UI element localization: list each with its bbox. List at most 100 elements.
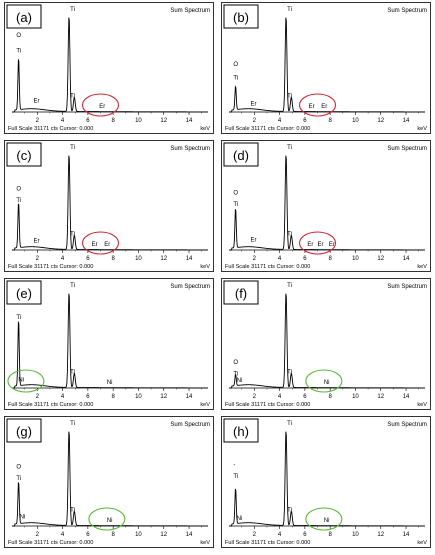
x-tick-label: 10: [352, 394, 359, 400]
spectrum-trace: [12, 431, 208, 527]
unit-label: keV: [200, 540, 210, 546]
element-label: Ti: [16, 476, 21, 482]
spectrum-footer: Full Scale 31171 cts Cursor: 0.000: [8, 402, 93, 408]
spectrum-panel: (c) Sum Spectrum 2 4 6 8 10 12 14 O Ti Er Ti Ti Er Er Fu…: [4, 140, 214, 272]
element-label: Ti: [16, 48, 21, 54]
x-tick-label: 14: [403, 394, 410, 400]
spectrum-title: Sum Spectrum: [170, 422, 210, 428]
x-tick-label: 6: [86, 118, 90, 124]
element-label: O: [233, 62, 238, 68]
element-label: Er: [92, 242, 98, 248]
element-label: Ti: [70, 370, 75, 376]
x-tick-label: 14: [403, 118, 410, 124]
element-label: Er: [250, 237, 256, 243]
x-tick-label: 6: [303, 256, 307, 262]
x-tick-label: 8: [328, 118, 332, 124]
spectrum-trace: [12, 17, 208, 113]
x-tick-label: 2: [36, 118, 40, 124]
x-tick-label: 12: [377, 532, 384, 538]
element-label: Ti: [16, 315, 21, 321]
element-label: Ti: [233, 202, 238, 208]
x-tick-label: 8: [111, 394, 115, 400]
unit-label: keV: [200, 402, 210, 408]
spectrum-panel: (g) Sum Spectrum 2 4 6 8 10 12 14 O Ti Ni Ti Ti Ni Full…: [4, 416, 214, 548]
element-label: Ni: [107, 380, 113, 386]
highlight-ellipse: [81, 231, 120, 255]
spectrum-panel: (h) Sum Spectrum 2 4 6 8 10 12 14 - Ti Ni Ti Ti Ni Full…: [221, 416, 431, 548]
element-label: O: [16, 186, 21, 192]
spectrum-panel: (b) Sum Spectrum 2 4 6 8 10 12 14 O Ti Er Ti Ti Er Er Fu…: [221, 2, 431, 134]
spectrum-trace: [12, 155, 208, 251]
highlight-ellipse: [81, 93, 120, 117]
x-tick-label: 4: [61, 394, 65, 400]
highlight-ellipse: [305, 507, 343, 531]
highlight-ellipse: [88, 507, 126, 531]
highlight-ellipse: [305, 369, 343, 393]
highlight-ellipse: [7, 369, 45, 393]
element-label: O: [233, 190, 238, 196]
element-label: Ni: [107, 518, 113, 524]
element-label: Er: [99, 104, 105, 110]
spectrum-footer: Full Scale 31171 cts Cursor: 0.000: [8, 126, 93, 132]
spectrum-title: Sum Spectrum: [387, 422, 427, 428]
x-tick-label: 6: [303, 532, 307, 538]
highlight-ellipse: [298, 93, 337, 117]
element-label: -: [233, 462, 235, 468]
x-tick-label: 14: [186, 118, 193, 124]
spectrum-title: Sum Spectrum: [170, 284, 210, 290]
x-tick-label: 4: [278, 256, 282, 262]
panel-label: (g): [16, 424, 32, 439]
panel-label: (h): [233, 424, 249, 439]
x-tick-label: 6: [86, 532, 90, 538]
spectrum-title: Sum Spectrum: [387, 8, 427, 14]
x-tick-label: 4: [278, 118, 282, 124]
spectrum-footer: Full Scale 31171 cts Cursor: 0.000: [225, 126, 310, 132]
unit-label: keV: [417, 126, 427, 132]
x-tick-label: 4: [278, 532, 282, 538]
x-tick-label: 6: [303, 394, 307, 400]
element-label: Ti: [287, 232, 292, 238]
spectrum-title: Sum Spectrum: [170, 8, 210, 14]
highlight-ellipse: [298, 231, 337, 255]
element-label: Ti: [16, 198, 21, 204]
x-tick-label: 8: [328, 256, 332, 262]
x-tick-label: 8: [111, 256, 115, 262]
x-tick-label: 12: [377, 256, 384, 262]
element-label: Ti: [70, 94, 75, 100]
x-tick-label: 14: [186, 532, 193, 538]
spectrum-panel: (e) Sum Spectrum 2 4 6 8 10 12 14 Ti Ni Ti Ti Ni Full …: [4, 278, 214, 410]
x-tick-label: 2: [253, 256, 257, 262]
spectrum-title: Sum Spectrum: [170, 146, 210, 152]
x-tick-label: 6: [86, 394, 90, 400]
element-label: Ti: [287, 145, 292, 151]
x-tick-label: 14: [186, 394, 193, 400]
x-tick-label: 4: [278, 394, 282, 400]
element-label: Er: [104, 242, 110, 248]
x-tick-label: 10: [135, 256, 142, 262]
unit-label: keV: [200, 264, 210, 270]
panel-label: (b): [233, 10, 249, 25]
element-label: O: [16, 33, 21, 39]
unit-label: keV: [200, 126, 210, 132]
element-label: Er: [309, 104, 315, 110]
element-label: Ni: [324, 518, 330, 524]
element-label: Ni: [324, 380, 330, 386]
element-label: Er: [33, 98, 39, 104]
x-tick-label: 8: [328, 394, 332, 400]
spectrum-footer: Full Scale 31171 cts Cursor: 0.000: [225, 264, 310, 270]
panel-label: (d): [233, 148, 249, 163]
element-label: Ti: [233, 75, 238, 81]
element-label: Ti: [233, 372, 238, 378]
spectrum-trace: [229, 293, 425, 389]
element-label: Ti: [70, 421, 75, 427]
spectrum-footer: Full Scale 31171 cts Cursor: 0.000: [225, 540, 310, 546]
element-label: Ti: [70, 145, 75, 151]
x-tick-label: 14: [403, 256, 410, 262]
x-tick-label: 2: [253, 394, 257, 400]
x-tick-label: 6: [86, 256, 90, 262]
spectrum-panel: (d) Sum Spectrum 2 4 6 8 10 12 14 O Ti Er Ti Ti Er Er Er…: [221, 140, 431, 272]
panel-label-box: [223, 142, 259, 167]
